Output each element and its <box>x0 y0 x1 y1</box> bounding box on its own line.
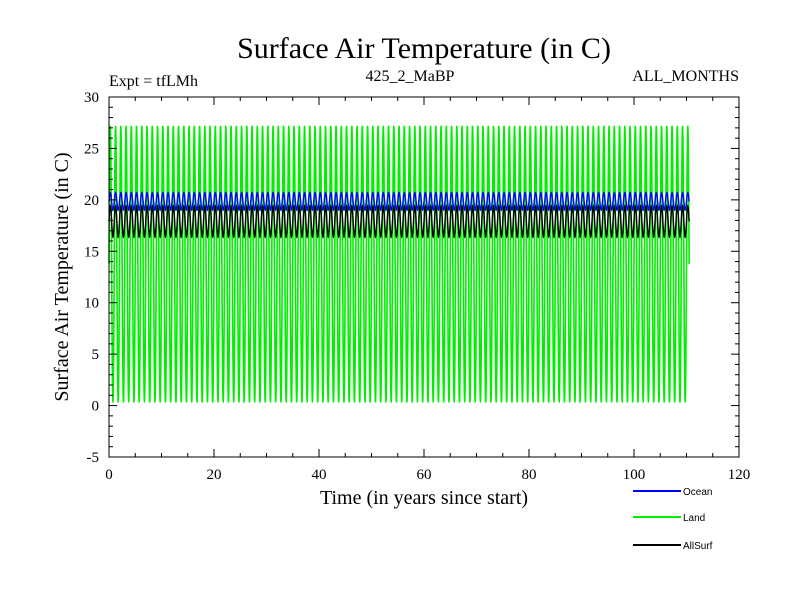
x-tick-label: 80 <box>522 467 537 483</box>
y-tick-label: 30 <box>84 90 99 106</box>
y-tick-label: 15 <box>84 244 99 260</box>
y-tick-label: 10 <box>84 296 99 312</box>
series-line-allsurf <box>108 204 690 239</box>
x-tick-label: 40 <box>312 467 327 483</box>
x-tick-label: 100 <box>623 467 646 483</box>
y-tick-label: -5 <box>87 450 100 466</box>
y-tick-label: 0 <box>92 399 100 415</box>
y-axis-label: Surface Air Temperature (in C) <box>51 152 73 401</box>
axes-layer: 0 20 40 60 80 100 120 -5 0 5 10 15 20 25 30 <box>84 90 750 483</box>
chart-title: Surface Air Temperature (in C) <box>237 32 611 65</box>
x-tick-label: 120 <box>728 467 751 483</box>
series-layer <box>108 125 690 403</box>
x-tick-label: 20 <box>207 467 222 483</box>
x-axis-label: Time (in years since start) <box>320 487 528 509</box>
series-line-ocean <box>108 191 690 212</box>
y-tick-label: 25 <box>84 141 99 157</box>
legend-label-land: Land <box>683 513 705 524</box>
y-tick-label: 5 <box>92 347 100 363</box>
y-tick-label: 20 <box>84 193 99 209</box>
run-label: 425_2_MaBP <box>366 68 455 85</box>
experiment-label: Expt = tfLMh <box>109 73 198 90</box>
x-tick-label: 0 <box>105 467 113 483</box>
legend-label-allsurf: AllSurf <box>683 541 713 552</box>
legend: Ocean Land AllSurf <box>633 487 713 552</box>
x-tick-label: 60 <box>417 467 432 483</box>
legend-label-ocean: Ocean <box>683 487 712 498</box>
months-label: ALL_MONTHS <box>632 68 739 85</box>
